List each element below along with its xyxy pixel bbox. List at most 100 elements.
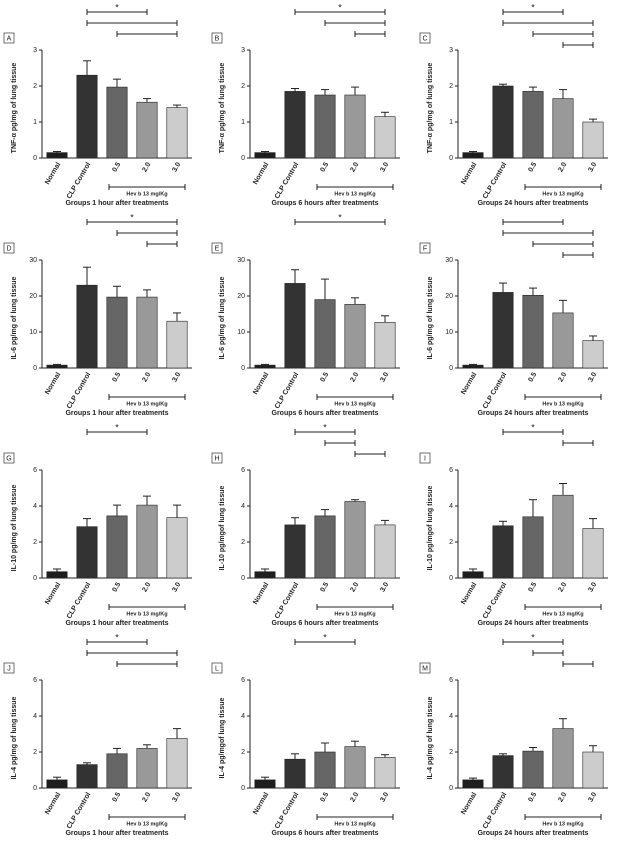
bar bbox=[106, 86, 128, 159]
x-tick-label: CLP Control bbox=[482, 791, 508, 830]
x-axis-label: Groups 1 hour after treatments bbox=[65, 200, 168, 207]
significance-label: * bbox=[531, 632, 535, 642]
y-tick-label: 6 bbox=[33, 677, 37, 684]
y-tick-label: 0 bbox=[241, 155, 245, 162]
panel-label: H bbox=[214, 455, 219, 462]
x-tick-label: CLP Control bbox=[274, 161, 300, 200]
x-tick-label: 3.0 bbox=[379, 371, 390, 383]
x-axis-label: Groups 24 hours after treatments bbox=[478, 830, 589, 837]
significance-label: * bbox=[115, 422, 119, 432]
group-label: Hev b 13 mg/Kg bbox=[334, 191, 375, 197]
bar bbox=[522, 91, 544, 159]
y-axis-label: IL-6 pg/mg of lung tissue bbox=[11, 276, 18, 359]
significance-label: * bbox=[115, 632, 119, 642]
x-tick-label: 0.5 bbox=[319, 581, 330, 593]
bar bbox=[374, 757, 396, 789]
y-tick-label: 0 bbox=[33, 155, 37, 162]
x-tick-label: 0.5 bbox=[527, 581, 538, 593]
bar bbox=[582, 121, 604, 159]
bar bbox=[46, 779, 68, 789]
x-axis-label: Groups 24 hours after treatments bbox=[478, 410, 589, 417]
y-tick-label: 6 bbox=[241, 677, 245, 684]
bar bbox=[284, 758, 306, 789]
bar bbox=[254, 152, 276, 159]
panel-box bbox=[3, 662, 15, 674]
bar bbox=[492, 755, 514, 789]
y-axis-label: IL-4 pg/mg of lung tissue bbox=[427, 696, 434, 779]
x-tick-label: 2.0 bbox=[349, 371, 360, 383]
bar bbox=[374, 524, 396, 579]
panel-label: M bbox=[422, 665, 428, 672]
bar bbox=[552, 494, 574, 579]
bar bbox=[582, 340, 604, 369]
bar bbox=[552, 98, 574, 159]
bar bbox=[344, 501, 366, 579]
y-tick-label: 10 bbox=[445, 329, 453, 336]
x-axis-label: Groups 6 hours after treatments bbox=[272, 200, 379, 207]
group-label: Hev b 13 mg/Kg bbox=[334, 611, 375, 617]
y-tick-label: 30 bbox=[237, 257, 245, 264]
x-axis-label: Groups 24 hours after treatments bbox=[478, 620, 589, 627]
panel-box bbox=[211, 32, 223, 44]
panel-label: A bbox=[7, 35, 12, 42]
y-tick-label: 20 bbox=[237, 293, 245, 300]
bar bbox=[106, 515, 128, 579]
bar bbox=[344, 303, 366, 369]
group-label: Hev b 13 mg/Kg bbox=[542, 611, 583, 617]
x-tick-label: 3.0 bbox=[379, 581, 390, 593]
y-tick-label: 1 bbox=[449, 119, 453, 126]
y-tick-label: 4 bbox=[449, 503, 453, 510]
bar bbox=[522, 294, 544, 369]
y-tick-label: 2 bbox=[241, 83, 245, 90]
x-tick-label: 2.0 bbox=[557, 161, 568, 173]
y-tick-label: 6 bbox=[33, 467, 37, 474]
y-tick-label: 1 bbox=[241, 119, 245, 126]
y-tick-label: 0 bbox=[241, 365, 245, 372]
bar bbox=[552, 728, 574, 789]
x-tick-label: 2.0 bbox=[349, 161, 360, 173]
x-tick-label: Normal bbox=[44, 791, 62, 815]
y-tick-label: 6 bbox=[449, 677, 453, 684]
group-label: Hev b 13 mg/Kg bbox=[542, 191, 583, 197]
y-axis-label: IL-4 pg/mg of lung tissue bbox=[11, 696, 18, 779]
bar bbox=[106, 753, 128, 789]
x-axis-label: Groups 6 hours after treatments bbox=[272, 620, 379, 627]
bar bbox=[46, 152, 68, 159]
y-tick-label: 6 bbox=[449, 467, 453, 474]
y-tick-label: 2 bbox=[449, 749, 453, 756]
y-axis-label: IL-4 pg/mgof lung tissue bbox=[219, 697, 226, 778]
y-tick-label: 10 bbox=[237, 329, 245, 336]
y-tick-label: 2 bbox=[449, 539, 453, 546]
panel-label: F bbox=[423, 245, 427, 252]
y-tick-label: 20 bbox=[29, 293, 37, 300]
y-tick-label: 2 bbox=[241, 539, 245, 546]
x-tick-label: 3.0 bbox=[587, 161, 598, 173]
bar bbox=[314, 515, 336, 579]
group-label: Hev b 13 mg/Kg bbox=[126, 821, 167, 827]
x-tick-label: CLP Control bbox=[66, 161, 92, 200]
significance-label: * bbox=[323, 422, 327, 432]
group-label: Hev b 13 mg/Kg bbox=[126, 401, 167, 407]
y-tick-label: 2 bbox=[33, 539, 37, 546]
x-tick-label: Normal bbox=[460, 581, 478, 605]
significance-label: * bbox=[115, 2, 119, 12]
x-tick-label: 0.5 bbox=[527, 371, 538, 383]
significance-label: * bbox=[323, 632, 327, 642]
panel-label: G bbox=[6, 455, 11, 462]
x-tick-label: 2.0 bbox=[349, 791, 360, 803]
bar bbox=[492, 292, 514, 369]
bar bbox=[46, 364, 68, 369]
significance-label: * bbox=[338, 2, 342, 12]
panel-box bbox=[419, 242, 431, 254]
significance-label: * bbox=[531, 422, 535, 432]
bar bbox=[46, 571, 68, 579]
x-tick-label: 2.0 bbox=[141, 371, 152, 383]
panel-box bbox=[419, 32, 431, 44]
bar bbox=[582, 751, 604, 789]
y-tick-label: 0 bbox=[449, 575, 453, 582]
group-label: Hev b 13 mg/Kg bbox=[126, 611, 167, 617]
x-tick-label: 3.0 bbox=[171, 371, 182, 383]
x-tick-label: 0.5 bbox=[527, 791, 538, 803]
x-tick-label: Normal bbox=[252, 791, 270, 815]
bar bbox=[522, 516, 544, 579]
